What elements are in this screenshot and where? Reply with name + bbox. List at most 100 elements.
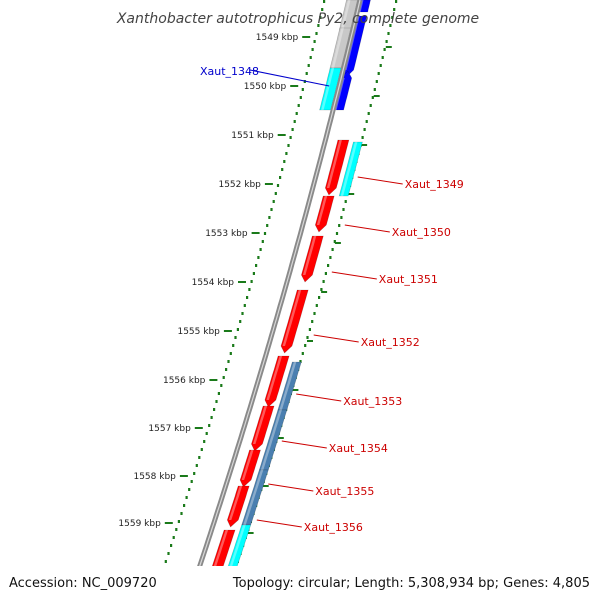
track-dot bbox=[279, 176, 282, 179]
track-dot bbox=[387, 32, 390, 35]
feature-cyan-highlight bbox=[340, 142, 358, 196]
gene-leader-line bbox=[357, 176, 403, 185]
track-dot bbox=[252, 272, 255, 275]
track-dot bbox=[236, 328, 239, 331]
track-dot bbox=[222, 376, 225, 379]
track-dot bbox=[261, 240, 264, 243]
gene-label-xaut_1355[interactable]: Xaut_1355 bbox=[315, 485, 374, 498]
gene-leader-line bbox=[281, 440, 327, 449]
track-dot bbox=[210, 416, 213, 419]
track-dot bbox=[291, 128, 294, 131]
track-dot bbox=[283, 160, 286, 163]
track-dot bbox=[250, 280, 253, 283]
gene-label-xaut_1352[interactable]: Xaut_1352 bbox=[361, 336, 420, 349]
gene-forward bbox=[324, 139, 350, 196]
track-dot bbox=[311, 48, 314, 51]
track-dot bbox=[301, 88, 304, 91]
track-dot bbox=[342, 208, 345, 211]
track-dot bbox=[170, 544, 173, 547]
track-dot bbox=[203, 440, 206, 443]
track-dot bbox=[327, 264, 330, 267]
feature-steelblue-highlight bbox=[260, 410, 282, 470]
gene-label-xaut_1349[interactable]: Xaut_1349 bbox=[405, 178, 464, 191]
track-dot bbox=[381, 56, 384, 59]
track-dot bbox=[257, 256, 260, 259]
track-dot bbox=[377, 72, 380, 75]
gene-forward bbox=[280, 289, 309, 354]
track-dot bbox=[193, 472, 196, 475]
track-dot bbox=[285, 152, 288, 155]
gene-label-xaut_1350[interactable]: Xaut_1350 bbox=[392, 226, 451, 239]
track-dot bbox=[315, 304, 318, 307]
kbp-tick-label: 1557 kbp bbox=[148, 424, 191, 434]
track-dot bbox=[385, 40, 388, 43]
track-dot bbox=[180, 512, 183, 515]
track-dot bbox=[198, 456, 201, 459]
track-dot bbox=[255, 264, 258, 267]
track-dot bbox=[373, 88, 376, 91]
gene-forward bbox=[264, 355, 290, 408]
feature-cyan-highlight bbox=[228, 525, 246, 570]
gene-labels-layer: Xaut_1348 Xaut_1349 Xaut_1350 Xaut_1351 Xaut… bbox=[200, 65, 464, 534]
track-dot bbox=[391, 16, 394, 19]
track-dot bbox=[315, 32, 318, 35]
track-dot bbox=[239, 320, 242, 323]
track-dot bbox=[323, 0, 326, 3]
track-dot bbox=[306, 336, 309, 339]
track-dot bbox=[393, 8, 396, 11]
track-dot bbox=[272, 200, 275, 203]
gene-label-xaut_1348[interactable]: Xaut_1348 bbox=[200, 65, 259, 78]
gene-forward bbox=[301, 235, 324, 283]
track-dot bbox=[208, 424, 211, 427]
track-dot bbox=[248, 288, 251, 291]
kbp-tick-label: 1549 kbp bbox=[256, 33, 299, 43]
gene-features-layer bbox=[200, 0, 371, 600]
track-dot bbox=[395, 0, 398, 3]
track-dot bbox=[259, 248, 262, 251]
track-dot bbox=[313, 312, 316, 315]
kbp-tick-label: 1556 kbp bbox=[163, 376, 206, 386]
track-dot bbox=[344, 200, 347, 203]
track-dot bbox=[167, 552, 170, 555]
accession-text: Accession: NC_009720 bbox=[9, 576, 157, 591]
track-dot bbox=[164, 560, 167, 563]
track-dot bbox=[333, 240, 336, 243]
track-dot bbox=[270, 208, 273, 211]
track-dot bbox=[188, 488, 191, 491]
kbp-tick-label: 1551 kbp bbox=[231, 131, 274, 141]
gene-label-xaut_1354[interactable]: Xaut_1354 bbox=[329, 442, 388, 455]
kbp-tick-label: 1559 kbp bbox=[118, 519, 161, 529]
track-dot bbox=[299, 96, 302, 99]
genome-backbone-layer bbox=[186, 0, 363, 600]
track-dot bbox=[289, 136, 292, 139]
track-dot bbox=[172, 536, 175, 539]
track-dot bbox=[340, 216, 343, 219]
feature-steelblue-highlight bbox=[279, 362, 297, 410]
gene-forward-highlight bbox=[326, 140, 342, 188]
gene-label-xaut_1353[interactable]: Xaut_1353 bbox=[343, 395, 402, 408]
track-dot bbox=[183, 504, 186, 507]
track-dot bbox=[379, 64, 382, 67]
track-dot bbox=[215, 400, 218, 403]
kbp-tick-label: 1554 kbp bbox=[192, 278, 235, 288]
gene-forward-highlight bbox=[316, 196, 328, 225]
gene-label-xaut_1356[interactable]: Xaut_1356 bbox=[304, 521, 363, 534]
gene-leader-line bbox=[256, 519, 302, 528]
track-dot bbox=[287, 144, 290, 147]
track-dot bbox=[307, 64, 310, 67]
track-dot bbox=[383, 48, 386, 51]
kbp-tick-label: 1555 kbp bbox=[177, 327, 220, 337]
gene-label-xaut_1351[interactable]: Xaut_1351 bbox=[379, 273, 438, 286]
track-dot bbox=[220, 384, 223, 387]
kbp-tick-label: 1553 kbp bbox=[205, 229, 248, 239]
track-dot bbox=[195, 464, 198, 467]
gene-leader-line bbox=[249, 69, 330, 87]
track-dot bbox=[319, 16, 322, 19]
track-dot bbox=[335, 232, 339, 235]
track-dot bbox=[213, 408, 216, 411]
track-dot bbox=[371, 96, 374, 99]
track-dot bbox=[329, 256, 332, 259]
track-dot bbox=[324, 272, 327, 275]
track-dot bbox=[308, 328, 311, 331]
track-dot bbox=[338, 224, 341, 227]
